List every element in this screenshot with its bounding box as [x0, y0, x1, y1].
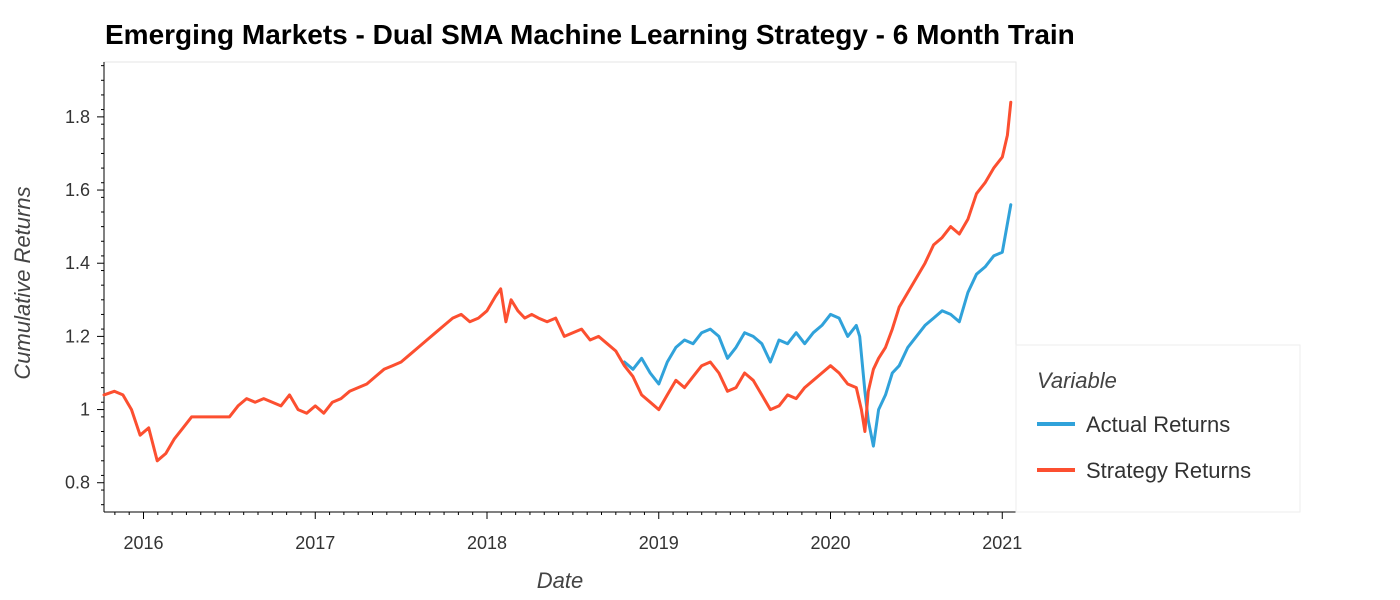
series-line-actual-returns — [622, 203, 1013, 448]
x-tick-label: 2020 — [810, 533, 850, 553]
y-axis-label: Cumulative Returns — [10, 186, 35, 379]
legend-label-strategy-returns: Strategy Returns — [1086, 458, 1251, 483]
y-axis: 0.8 1 1.2 1.4 1.6 1.8 — [65, 62, 105, 512]
x-tick-label: 2018 — [467, 533, 507, 553]
y-tick-label: 0.8 — [65, 473, 90, 493]
series-line-strategy-returns — [102, 100, 1013, 463]
series-layer — [102, 100, 1013, 463]
legend-label-actual-returns: Actual Returns — [1086, 412, 1230, 437]
plot-area — [103, 61, 1017, 513]
y-tick-label: 1.6 — [65, 180, 90, 200]
y-tick-label: 1.2 — [65, 326, 90, 346]
legend-title: Variable — [1037, 368, 1117, 393]
x-tick-label: 2019 — [639, 533, 679, 553]
x-tick-label: 2016 — [123, 533, 163, 553]
y-tick-label: 1 — [80, 400, 90, 420]
y-tick-label: 1.8 — [65, 107, 90, 127]
y-tick-label: 1.4 — [65, 253, 90, 273]
chart-title: Emerging Markets - Dual SMA Machine Lear… — [105, 19, 1075, 50]
legend: Variable Actual Returns Strategy Returns — [1015, 344, 1301, 513]
x-axis: 2016 2017 2018 2019 2020 2021 — [104, 511, 1022, 553]
x-tick-label: 2021 — [982, 533, 1022, 553]
x-tick-label: 2017 — [295, 533, 335, 553]
x-axis-label: Date — [537, 568, 583, 593]
legend-box — [1015, 344, 1301, 513]
